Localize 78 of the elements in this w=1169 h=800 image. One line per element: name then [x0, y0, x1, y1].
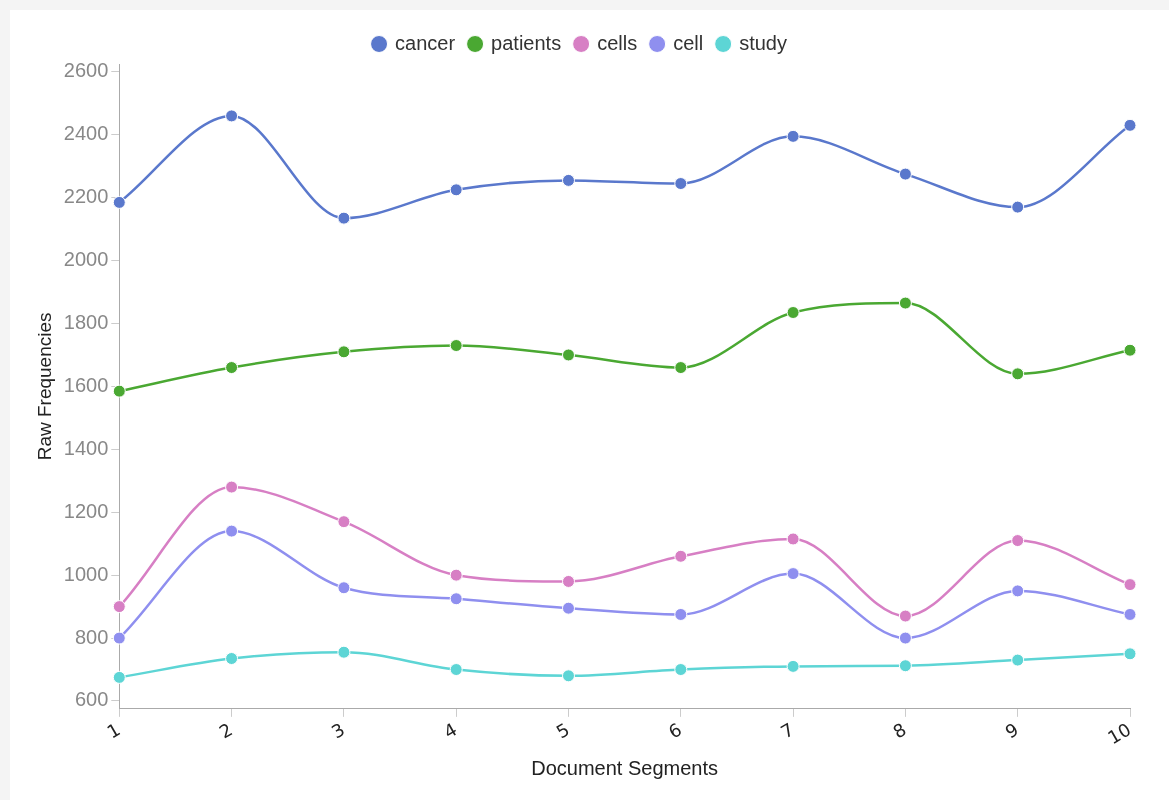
- point: [786, 129, 800, 143]
- x-tick-label: 1: [103, 718, 124, 743]
- x-tick-label: 8: [889, 718, 910, 743]
- point: [786, 659, 800, 673]
- point: [112, 195, 126, 209]
- y-tick-label: 800: [74, 625, 109, 648]
- y-tick-label: 600: [74, 688, 109, 711]
- point: [337, 581, 351, 595]
- y-tick-label: 1600: [63, 373, 109, 396]
- legend-label: patients: [491, 31, 562, 54]
- point: [449, 592, 463, 606]
- point: [562, 173, 575, 187]
- point: [225, 361, 239, 375]
- point: [225, 480, 239, 494]
- point: [898, 659, 912, 673]
- point: [1011, 584, 1025, 598]
- x-tick-label: 10: [1104, 718, 1135, 749]
- point: [562, 669, 575, 683]
- point: [562, 574, 575, 588]
- point: [898, 631, 912, 645]
- legend-label: study: [739, 31, 787, 54]
- point: [1123, 118, 1137, 132]
- y-tick-label: 2000: [63, 248, 109, 271]
- x-tick-label: 5: [552, 718, 573, 743]
- point: [898, 167, 912, 181]
- point: [337, 515, 351, 529]
- x-tick-label: 9: [1001, 718, 1023, 743]
- point: [1011, 367, 1025, 381]
- y-tick-label: 1800: [63, 311, 109, 334]
- point: [674, 549, 688, 563]
- point: [225, 109, 239, 123]
- point: [1123, 607, 1137, 621]
- point: [674, 663, 688, 677]
- point: [112, 631, 126, 645]
- point: [449, 339, 463, 353]
- x-tick-label: 6: [664, 718, 686, 743]
- x-axis-title: Document Segments: [531, 756, 719, 779]
- point: [1011, 200, 1025, 214]
- point: [1011, 534, 1025, 548]
- point: [898, 296, 912, 310]
- x-tick-label: 3: [327, 718, 349, 743]
- point: [225, 524, 239, 538]
- point: [112, 670, 126, 684]
- point: [786, 306, 800, 319]
- x-tick-label: 2: [215, 718, 236, 743]
- y-tick-label: 1200: [63, 499, 109, 522]
- point: [449, 663, 463, 677]
- point: [1123, 578, 1137, 592]
- point: [674, 177, 688, 191]
- point: [898, 609, 912, 623]
- legend-label: cells: [597, 31, 638, 54]
- point: [1123, 343, 1137, 357]
- y-tick-label: 1400: [63, 436, 109, 459]
- point: [562, 601, 575, 615]
- x-tick-label: 7: [777, 718, 798, 743]
- y-tick-label: 2200: [63, 185, 109, 208]
- point: [112, 384, 126, 398]
- y-tick-label: 2400: [63, 122, 109, 145]
- point: [337, 345, 351, 359]
- point: [674, 607, 688, 621]
- y-axis-title: Raw Frequencies: [33, 312, 55, 461]
- point: [1011, 653, 1025, 667]
- legend-label: cancer: [395, 31, 456, 54]
- point: [786, 567, 800, 581]
- x-tick-label: 4: [440, 718, 461, 743]
- point: [674, 361, 688, 375]
- point: [337, 645, 351, 659]
- point: [449, 568, 463, 582]
- point: [225, 652, 239, 666]
- y-tick-label: 1000: [63, 562, 109, 585]
- point: [337, 211, 351, 225]
- point: [786, 532, 800, 546]
- y-tick-label: 2600: [63, 59, 109, 82]
- point: [1123, 647, 1137, 661]
- point: [449, 183, 463, 197]
- point: [562, 348, 575, 362]
- legend-label: cell: [673, 31, 704, 54]
- point: [112, 600, 126, 614]
